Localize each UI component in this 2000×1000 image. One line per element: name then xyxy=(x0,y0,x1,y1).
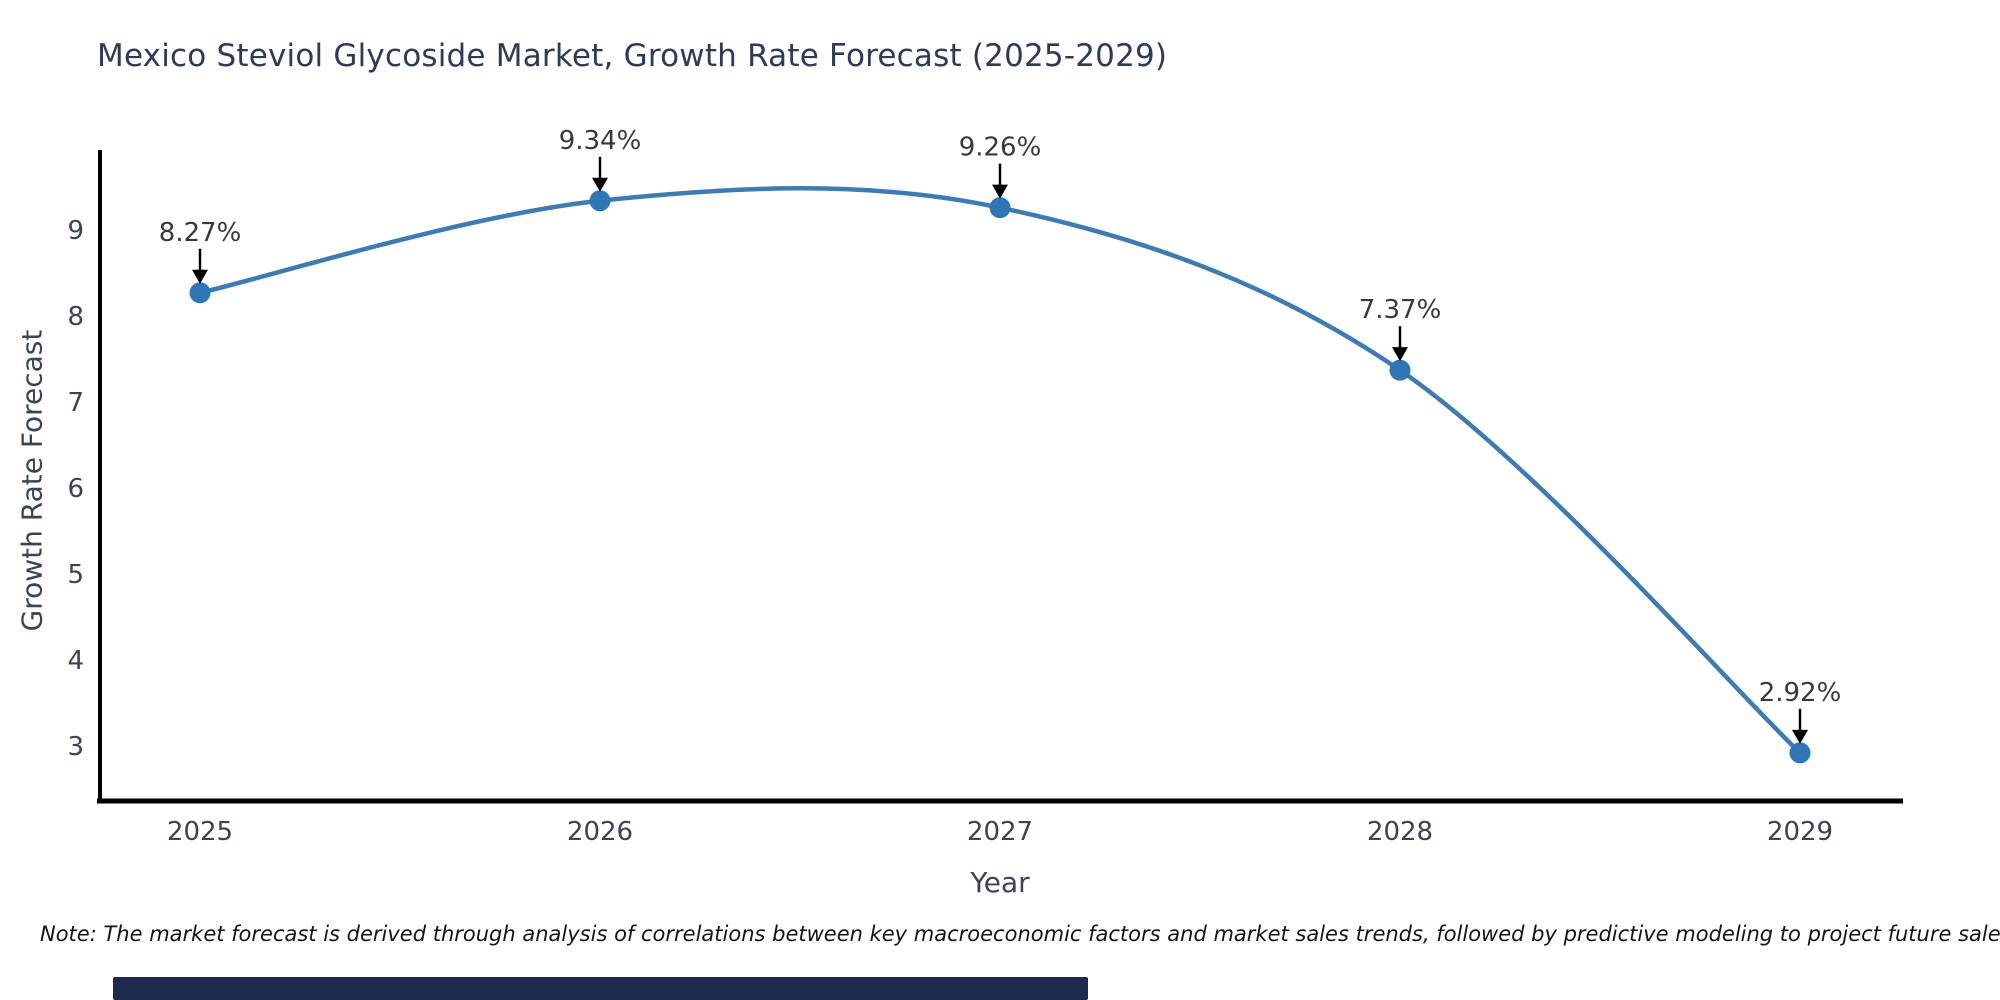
annotation-arrow-head xyxy=(592,177,608,192)
data-point-marker xyxy=(1389,359,1411,381)
data-point-marker xyxy=(989,197,1011,219)
annotation-arrow-head xyxy=(192,269,208,284)
chart-footnote: Note: The market forecast is derived thr… xyxy=(40,922,2000,946)
data-point-marker xyxy=(1789,742,1811,764)
y-tick-label: 6 xyxy=(67,474,84,504)
data-point-label: 9.26% xyxy=(959,133,1042,163)
footer-bar xyxy=(113,977,1088,1000)
x-tick-label: 2027 xyxy=(967,817,1033,847)
data-point-marker xyxy=(589,190,611,212)
chart-title: Mexico Steviol Glycoside Market, Growth … xyxy=(97,38,1168,74)
data-point-label: 2.92% xyxy=(1759,678,1842,708)
data-point-label: 8.27% xyxy=(159,218,242,248)
series-line xyxy=(197,186,1803,756)
y-tick-label: 3 xyxy=(67,732,84,762)
y-axis-title: Growth Rate Forecast xyxy=(15,329,49,632)
annotation-arrow-head xyxy=(1392,347,1408,362)
y-tick-label: 7 xyxy=(67,388,84,418)
x-tick-label: 2025 xyxy=(167,817,233,847)
x-tick-label: 2029 xyxy=(1767,817,1833,847)
y-tick-label: 4 xyxy=(67,646,84,676)
y-tick-label: 8 xyxy=(67,302,84,332)
data-point-label: 9.34% xyxy=(559,126,642,156)
annotation-arrow-head xyxy=(1792,729,1808,744)
x-tick-labels: 2025 2026 2027 2028 2029 xyxy=(167,817,1833,847)
annotation-arrow-head xyxy=(992,184,1008,199)
series-growth-rate xyxy=(189,186,1811,764)
y-tick-labels: 3 4 5 6 7 8 9 xyxy=(67,216,84,762)
y-tick-label: 5 xyxy=(67,560,84,590)
point-annotations: 8.27% 9.34% 9.26% 7.37% 2.92% xyxy=(159,126,1842,744)
y-tick-label: 9 xyxy=(67,216,84,246)
data-point-marker xyxy=(189,282,211,304)
x-axis-title: Year xyxy=(970,866,1030,899)
data-point-label: 7.37% xyxy=(1359,295,1442,325)
x-tick-label: 2028 xyxy=(1367,817,1433,847)
x-tick-label: 2026 xyxy=(567,817,633,847)
